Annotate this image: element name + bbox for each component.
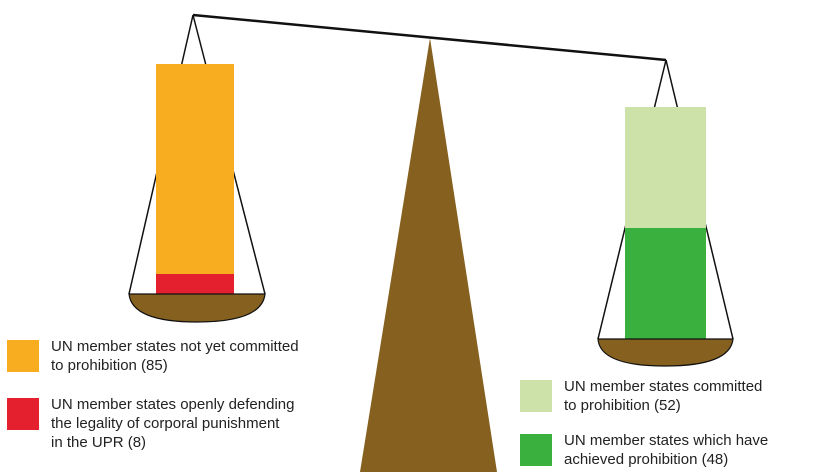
legend-item-committed: UN member states committed to prohibitio… (520, 377, 762, 415)
legend-label-defending: UN member states openly defending the le… (51, 396, 295, 451)
legend-item-achieved: UN member states which have achieved pro… (520, 431, 768, 469)
left-bar-not-committed (156, 64, 234, 274)
right-bar-achieved (625, 228, 706, 339)
left-bar-defending (156, 274, 234, 294)
legend-label-committed: UN member states committed to prohibitio… (564, 378, 763, 414)
legend-item-defending: UN member states openly defending the le… (7, 395, 294, 452)
right-bar-committed (625, 107, 706, 228)
legend-swatch-achieved (520, 434, 552, 466)
legend-label-not-committed: UN member states not yet committed to pr… (51, 338, 299, 374)
right-pan-bowl (597, 338, 734, 367)
legend-label-achieved: UN member states which have achieved pro… (564, 432, 769, 468)
fulcrum (360, 38, 497, 472)
left-pan-bowl (128, 293, 266, 323)
balance-beam (192, 13, 667, 62)
legend-swatch-committed (520, 380, 552, 412)
legend-swatch-defending (7, 398, 39, 430)
legend-item-not-committed: UN member states not yet committed to pr… (7, 337, 299, 375)
legend-swatch-not-committed (7, 340, 39, 372)
